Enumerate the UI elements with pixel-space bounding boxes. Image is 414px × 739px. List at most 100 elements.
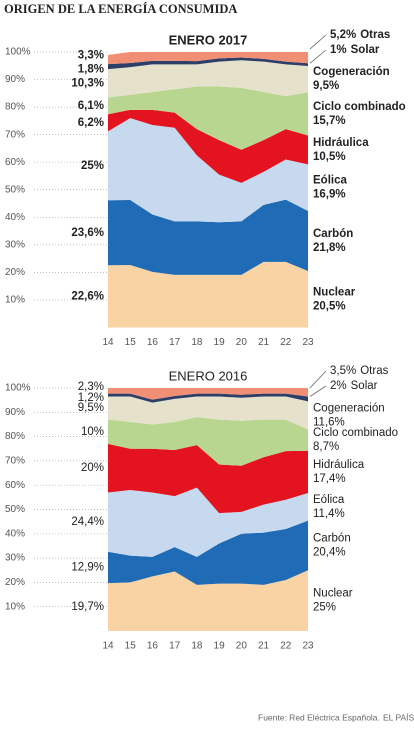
- end-value: 20,4%: [313, 546, 346, 558]
- area-3: [108, 109, 308, 183]
- x-tick-label: 18: [191, 641, 203, 652]
- end-value: 15,7%: [313, 115, 346, 127]
- series-name: Eólica: [313, 175, 347, 187]
- x-tick-label: 21: [258, 337, 270, 348]
- x-tick-label: 17: [169, 337, 181, 348]
- area-5: [108, 396, 308, 430]
- area-4: [108, 417, 308, 466]
- leader-line: [309, 385, 327, 397]
- x-tick-label: 15: [125, 641, 137, 652]
- y-tick-label: 20%: [5, 267, 25, 278]
- y-tick-label: 90%: [5, 407, 25, 418]
- end-value: 20,5%: [313, 300, 346, 312]
- start-label: 12,9%: [71, 561, 104, 573]
- end-value: 21,8%: [313, 242, 346, 254]
- x-tick-label: 19: [214, 337, 226, 348]
- series-name: Solar: [351, 380, 378, 392]
- series-name: Nuclear: [313, 286, 356, 298]
- end-value: 25%: [313, 602, 336, 614]
- source: Fuente: Red Eléctrica Española.: [258, 712, 380, 722]
- y-tick-label: 10%: [5, 601, 25, 612]
- area-2: [108, 118, 308, 223]
- x-tick-label: 18: [191, 337, 203, 348]
- y-tick-label: 30%: [5, 239, 25, 250]
- end-value: 5,2%: [330, 29, 356, 41]
- series-name: Otras: [360, 365, 388, 377]
- chart: 10% 20% 30% 40% 50% 60% 70% 80% 90% 100% 14 15 16 17 1…: [5, 365, 398, 652]
- chart-title: ENERO 2017: [169, 32, 248, 47]
- end-value: 1%: [330, 44, 347, 56]
- x-tick-label: 14: [102, 641, 114, 652]
- start-label: 24,4%: [71, 516, 104, 528]
- x-tick-label: 21: [258, 641, 270, 652]
- leader-line: [309, 34, 327, 50]
- y-tick-label: 50%: [5, 184, 25, 195]
- y-tick-label: 50%: [5, 504, 25, 515]
- series-name: Cogeneración: [313, 402, 385, 414]
- y-tick-label: 10%: [5, 295, 25, 306]
- x-tick-label: 16: [147, 641, 159, 652]
- end-value: 10,5%: [313, 151, 346, 163]
- area-6: [108, 393, 308, 403]
- x-tick-label: 23: [302, 641, 314, 652]
- y-tick-label: 40%: [5, 212, 25, 223]
- end-label: 3,5% Otras: [330, 365, 389, 377]
- x-tick-label: 22: [280, 337, 292, 348]
- y-tick-label: 100%: [5, 383, 31, 394]
- end-label: 1% Solar: [330, 44, 380, 56]
- area-7: [108, 388, 308, 400]
- series-name: Eólica: [313, 494, 345, 506]
- end-label: 5,2% Otras: [330, 29, 390, 41]
- start-label: 1,2%: [78, 392, 104, 404]
- main-title: ORIGEN DE LA ENERGÍA CONSUMIDA: [4, 2, 237, 16]
- end-value: 11,4%: [313, 508, 345, 520]
- area-5: [108, 60, 308, 98]
- leader-line: [309, 370, 327, 389]
- start-label: 23,6%: [71, 227, 104, 239]
- area-1: [108, 520, 308, 585]
- x-tick-label: 17: [169, 641, 181, 652]
- start-label: 6,1%: [78, 100, 104, 112]
- area-1: [108, 199, 308, 275]
- y-tick-label: 20%: [5, 577, 25, 588]
- x-tick-label: 23: [302, 337, 314, 348]
- end-value: 8,7%: [313, 441, 339, 453]
- series-name: Carbón: [313, 228, 353, 240]
- x-tick-label: 14: [102, 337, 114, 348]
- area-7: [108, 52, 308, 65]
- y-tick-label: 70%: [5, 456, 25, 467]
- series-name: Otras: [360, 29, 390, 41]
- end-label: 2% Solar: [330, 380, 378, 392]
- series-name: Hidráulica: [313, 459, 365, 471]
- x-tick-label: 16: [147, 337, 159, 348]
- series-name: Hidráulica: [313, 137, 369, 149]
- area-2: [108, 487, 308, 557]
- x-tick-label: 20: [236, 641, 248, 652]
- start-label: 6,2%: [78, 117, 104, 129]
- area-4: [108, 86, 308, 150]
- end-value: 16,9%: [313, 189, 346, 201]
- end-value: 11,6%: [313, 416, 345, 428]
- end-value: 2%: [330, 380, 347, 392]
- series-name: Nuclear: [313, 588, 353, 600]
- y-tick-label: 60%: [5, 157, 25, 168]
- end-value: 3,5%: [330, 365, 356, 377]
- y-tick-label: 60%: [5, 480, 25, 491]
- y-tick-label: 80%: [5, 431, 25, 442]
- series-name: Cogeneración: [313, 66, 390, 78]
- leader-line: [309, 49, 327, 64]
- y-tick-label: 70%: [5, 129, 25, 140]
- series-name: Ciclo combinado: [313, 427, 398, 439]
- x-tick-label: 15: [125, 337, 137, 348]
- y-tick-label: 90%: [5, 74, 25, 85]
- title-bg: [160, 369, 256, 385]
- area-6: [108, 57, 308, 70]
- x-tick-label: 19: [214, 641, 226, 652]
- y-tick-label: 80%: [5, 102, 25, 113]
- y-tick-label: 100%: [5, 47, 31, 58]
- start-label: 2,3%: [78, 381, 104, 393]
- end-value: 17,4%: [313, 473, 346, 485]
- start-label: 9,5%: [78, 402, 104, 414]
- chart: 10% 20% 30% 40% 50% 60% 70% 80% 90% 100% 14 15 16 17 1…: [5, 29, 406, 348]
